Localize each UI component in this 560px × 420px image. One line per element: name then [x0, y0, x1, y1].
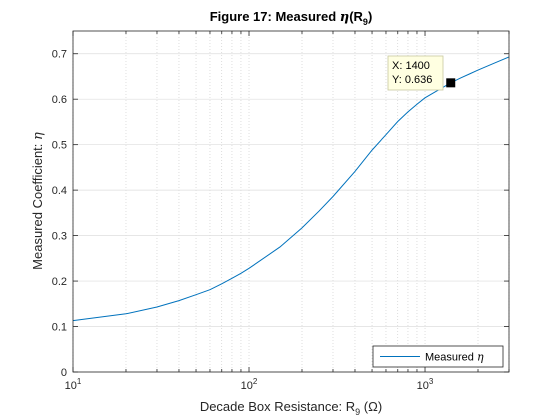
y-tick-label: 0.1 — [52, 322, 67, 334]
legend-box — [372, 345, 504, 368]
chart-title: Figure 17: Measured η(R9) — [210, 9, 373, 27]
legend-entry: Measured η — [425, 351, 484, 364]
x-tick-label: 103 — [417, 377, 434, 392]
datatip-marker[interactable] — [446, 78, 456, 88]
plot-background — [73, 31, 509, 372]
datatip-x: X: 1400 — [392, 60, 430, 72]
x-tick-label: 102 — [241, 377, 258, 392]
y-tick-label: 0.4 — [52, 185, 67, 197]
y-tick-label: 0.7 — [52, 49, 67, 61]
xlabel-unit: (Ω) — [360, 399, 382, 414]
y-axis-label: Measured Coefficient: η — [30, 132, 46, 270]
legend-entry-main: Measured — [425, 352, 477, 364]
y-tick-label: 0 — [61, 367, 67, 379]
ylabel-eta: η — [31, 132, 46, 140]
y-tick-label: 0.2 — [52, 276, 67, 288]
title-subscript: 9 — [363, 17, 368, 27]
title-text-main: Figure 17: Measured — [210, 9, 340, 24]
xlabel-subscript: 9 — [355, 407, 360, 417]
plot-frame — [72, 30, 510, 373]
title-r: (R — [349, 9, 363, 24]
datatip-y: Y: 0.636 — [392, 74, 432, 86]
y-tick-label: 0.5 — [52, 140, 67, 152]
xlabel-main: Decade Box Resistance: R — [200, 399, 355, 414]
y-tick-label: 0.3 — [52, 231, 67, 243]
title-close: ) — [368, 9, 372, 24]
legend: Measured η — [372, 345, 504, 368]
x-axis-label: Decade Box Resistance: R9 (Ω) — [200, 399, 382, 417]
grid — [72, 31, 510, 373]
ylabel-main: Measured Coefficient: — [30, 140, 45, 270]
series-line — [72, 56, 510, 322]
y-tick-label: 0.6 — [52, 94, 67, 106]
title-eta: η — [340, 10, 349, 25]
datatip-box — [387, 55, 444, 91]
x-tick-label: 101 — [65, 377, 82, 392]
axis-ticks: 0 0.1 0.2 0.3 0.4 0.5 0.6 0.7 101 102 103 — [52, 31, 510, 392]
datatip[interactable]: X: 1400 Y: 0.636 — [387, 55, 456, 91]
legend-entry-eta: η — [477, 351, 484, 364]
